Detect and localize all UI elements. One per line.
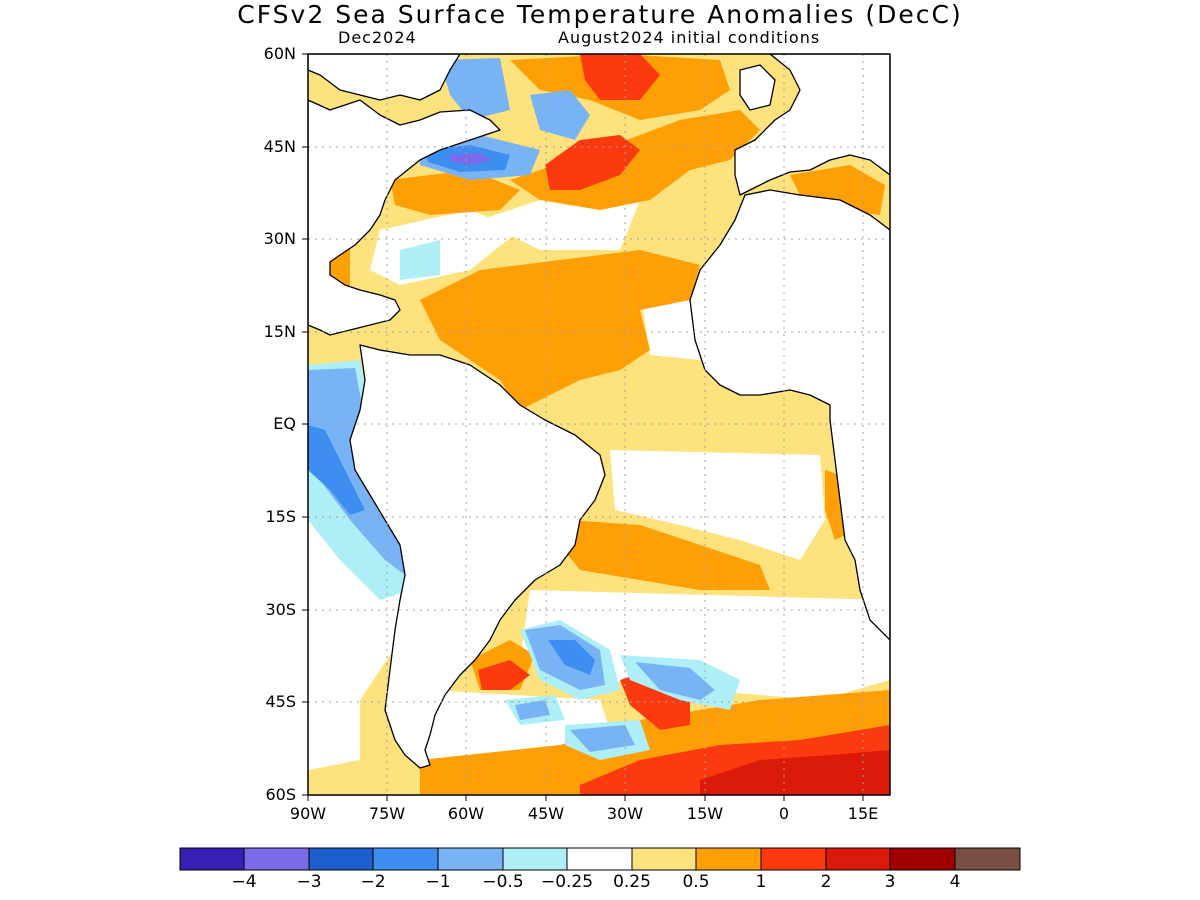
land (308, 54, 890, 769)
colorbar-swatch (760, 847, 827, 871)
field-cold-south-4 (515, 700, 550, 720)
field-hot-arg-shelf (478, 660, 530, 690)
colorbar-swatch (566, 847, 633, 871)
colorbar (179, 847, 1021, 871)
field-coldest-ne-us (450, 153, 492, 165)
lon-label: 90W (289, 804, 327, 823)
lat-label: 45S (265, 692, 296, 711)
field-warm-med (790, 165, 885, 215)
colorbar-label: 0.25 (613, 872, 651, 892)
field-warm-tropical (420, 250, 700, 410)
lat-label: EQ (273, 414, 296, 433)
lat-label: 15S (265, 507, 296, 526)
colorbar-label: −1 (425, 872, 451, 892)
lat-label: 60N (263, 44, 296, 63)
land-greenland (308, 54, 461, 101)
lon-label: 45W (527, 804, 565, 823)
colorbar-swatch (179, 847, 245, 871)
colorbar-label: −4 (231, 872, 257, 892)
initial-conditions: August2024 initial conditions (558, 28, 821, 47)
colorbar-swatch (825, 847, 891, 871)
field-cold-south-2 (635, 662, 715, 700)
colorbar-swatch (372, 847, 439, 871)
colorbar-label: −3 (296, 872, 322, 892)
colorbar-label: 3 (884, 872, 896, 892)
colorbar-label: 4 (949, 872, 961, 892)
colorbar-label: 1 (755, 872, 767, 892)
lat-label: 30S (265, 600, 296, 619)
lon-label: 15W (686, 804, 724, 823)
colorbar-label: 2 (820, 872, 832, 892)
colorbar-label: −2 (360, 872, 386, 892)
lat-label: 15N (263, 322, 296, 341)
lon-label: 30W (606, 804, 644, 823)
colorbar-swatch (954, 847, 1021, 871)
field-hot-southern-core (700, 750, 890, 795)
lon-label: 0 (778, 804, 790, 823)
field-warm-gulf (390, 170, 520, 215)
field-hot-north-top (580, 54, 660, 100)
axis-ticks (302, 53, 864, 801)
land-north-america (308, 99, 501, 336)
colorbar-swatch (889, 847, 956, 871)
land-uk (739, 64, 776, 111)
field-neutral-south (610, 450, 825, 560)
colorbar-label: −0.5 (482, 872, 524, 892)
field-warm-south-band (560, 520, 770, 590)
lat-label: 30N (263, 229, 296, 248)
anomaly-field (308, 54, 890, 795)
field-colder-south (548, 640, 595, 675)
map-title: CFSv2 Sea Surface Temperature Anomalies … (237, 0, 963, 29)
colorbar-swatch (695, 847, 762, 871)
lon-label: 75W (368, 804, 406, 823)
lat-label: 60S (265, 785, 296, 804)
lon-label: 15E (847, 804, 879, 823)
land-africa (689, 189, 890, 641)
colorbar-label: −0.25 (540, 872, 594, 892)
colorbar-label: 0.5 (682, 872, 710, 892)
field-cold-south-3 (570, 725, 635, 752)
field-hot-north-atl (545, 135, 640, 190)
colorbar-swatch (308, 847, 374, 871)
lon-label: 60W (447, 804, 485, 823)
field-cool-north-w (400, 240, 440, 280)
land-europe (734, 54, 890, 196)
colorbar-swatch (502, 847, 568, 871)
grid (308, 54, 890, 795)
forecast-month: Dec2024 (338, 28, 417, 47)
lat-label: 45N (263, 137, 296, 156)
colorbar-swatch (437, 847, 504, 871)
colorbar-swatch (243, 847, 310, 871)
field-cold-nw (440, 58, 510, 120)
field-cold-labrador (530, 90, 590, 140)
land-south-america (349, 344, 606, 769)
colorbar-swatch (631, 847, 697, 871)
field-colder-pacific (308, 425, 365, 515)
